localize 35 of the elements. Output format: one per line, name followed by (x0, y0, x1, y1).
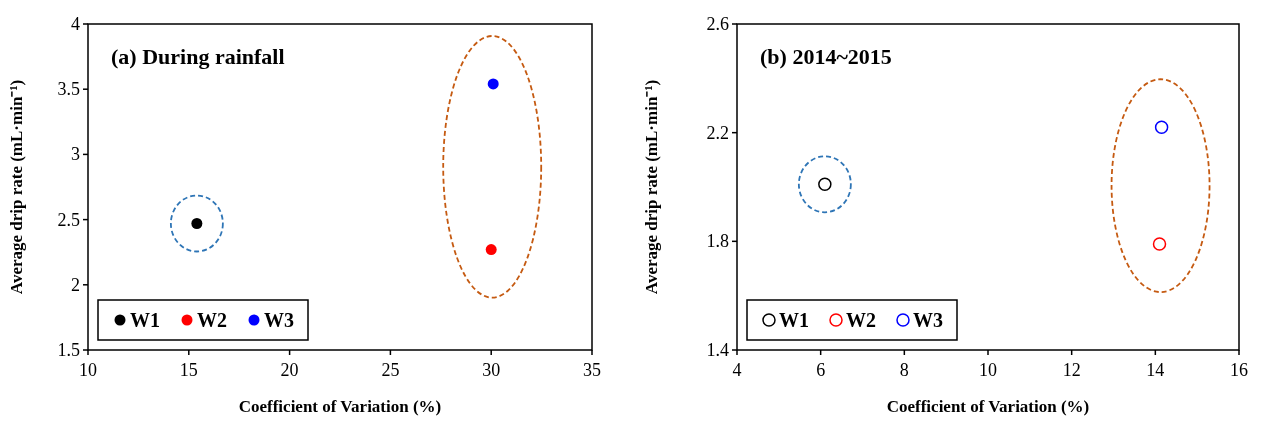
x-tick-label: 16 (1230, 360, 1248, 380)
legend-label: W3 (913, 309, 943, 331)
legend-label: W2 (846, 309, 876, 331)
y-axis-title: Average drip rate (mL·min⁻¹) (7, 79, 26, 295)
y-tick-label: 2.5 (57, 209, 80, 230)
legend-label: W1 (779, 309, 809, 331)
x-tick-label: 12 (1062, 360, 1081, 380)
text: (b) 2014~2015 (760, 44, 892, 69)
x-tick-label: 20 (280, 360, 299, 380)
y-tick-label: 1.8 (706, 231, 729, 252)
x-axis-title: Coefficient of Variation (%) (238, 397, 442, 416)
x-tick-label: 30 (482, 360, 501, 380)
legend-label: W1 (130, 309, 160, 331)
x-tick-label: 8 (899, 360, 909, 380)
x-tick-label: 25 (381, 360, 400, 380)
legend-label: W3 (264, 309, 294, 331)
x-axis-title: Coefficient of Variation (%) (886, 397, 1090, 416)
x-tick-label: 15 (179, 360, 198, 380)
x-tick-label: 35 (583, 360, 601, 380)
x-tick-label: 6 (816, 360, 826, 380)
x-tick-label: 14 (1146, 360, 1165, 380)
x-tick-label: 10 (979, 360, 997, 380)
y-tick-label: 4 (71, 14, 80, 34)
y-tick-label: 1.4 (706, 340, 729, 360)
y-tick-label: 2.2 (706, 122, 729, 143)
x-tick-label: 10 (79, 360, 97, 380)
legend-label: W2 (197, 309, 227, 331)
x-tick-label: 4 (732, 360, 742, 380)
y-axis-title: Average drip rate (mL·min⁻¹) (642, 79, 661, 295)
y-tick-label: 3.5 (57, 79, 80, 100)
text: (a) During rainfall (111, 44, 285, 69)
y-tick-label: 2.6 (706, 14, 729, 34)
y-tick-label: 1.5 (57, 340, 80, 360)
y-tick-label: 2 (71, 274, 80, 295)
y-tick-label: 3 (71, 144, 80, 165)
